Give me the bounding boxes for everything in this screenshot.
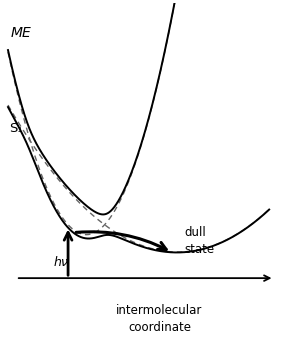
Text: dull
state: dull state: [185, 226, 215, 256]
Text: intermolecular
coordinate: intermolecular coordinate: [116, 304, 203, 334]
Text: S₁: S₁: [9, 122, 23, 135]
Text: ME: ME: [11, 27, 31, 40]
Text: hν: hν: [54, 256, 69, 269]
